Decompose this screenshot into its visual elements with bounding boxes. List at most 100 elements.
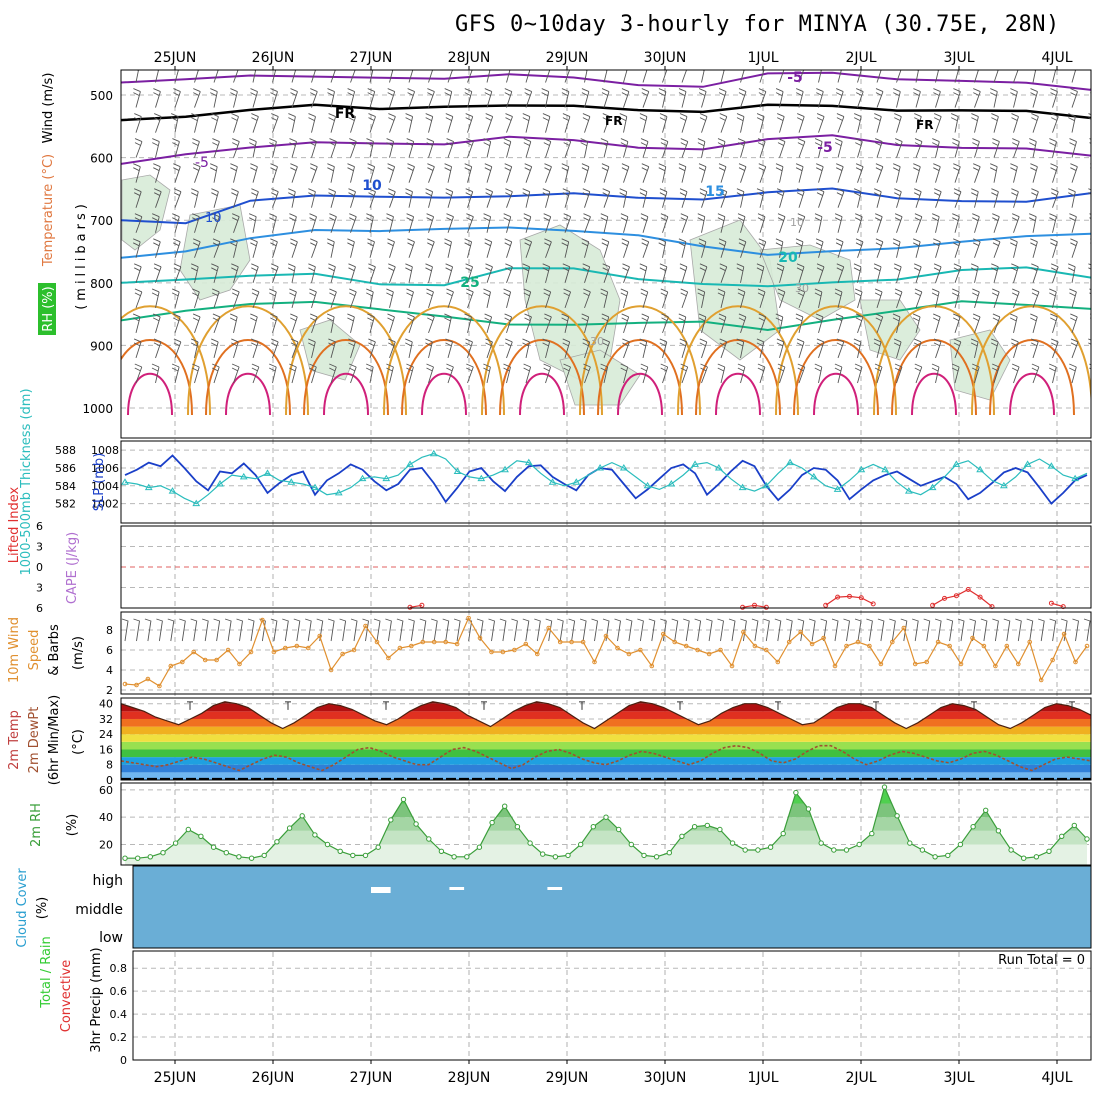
wind10m-point (363, 623, 368, 629)
wind10m-point (397, 645, 403, 651)
wind-barb (660, 288, 669, 308)
wind-barb (389, 70, 394, 83)
thickness-marker (952, 460, 961, 467)
wind-barb (1050, 263, 1059, 283)
rh2m-point (312, 832, 318, 838)
wind-barb (133, 163, 141, 183)
li-tick-label: 6 (36, 520, 43, 533)
wind-barb (505, 113, 513, 133)
wind-barb (757, 288, 766, 308)
wind-barb (541, 88, 550, 108)
wind-barb (642, 70, 648, 83)
precip-conv-label: Convective (59, 960, 74, 1033)
wind10m-point (672, 639, 678, 645)
wind-barb (991, 113, 999, 133)
wind-barb (894, 363, 903, 384)
wind-barb (874, 363, 883, 384)
surface-wind-barb (453, 618, 461, 642)
wind10m-point (958, 661, 964, 667)
rh2m-point (261, 852, 267, 859)
surface-wind-barb (831, 618, 839, 642)
wind-barb (464, 88, 473, 108)
wind-barb (1088, 188, 1091, 195)
surface-wind-barb (637, 618, 644, 642)
wind-barb (1051, 113, 1059, 133)
warm-contour (989, 339, 1075, 416)
wind-barb (327, 163, 335, 183)
rh2m-point (653, 854, 660, 860)
wind-barb (640, 138, 649, 158)
wind10m-point (626, 651, 632, 657)
wind-barb (639, 263, 648, 283)
surface-wind-barb (671, 618, 679, 642)
rh2m-point (552, 854, 559, 860)
warm-contour (891, 339, 977, 416)
wind-barb (875, 313, 884, 334)
pressure-tick-label: 700 (90, 214, 113, 228)
surface-wind-barb (923, 618, 931, 642)
wind10m-point (157, 683, 162, 689)
thickness-line (124, 453, 1088, 505)
warm-contour (481, 305, 603, 416)
surface-wind-barb (1015, 618, 1022, 642)
rh2m-point (945, 852, 951, 859)
wind-barb (211, 113, 219, 133)
wind-barb (152, 313, 161, 334)
wind-barb (954, 70, 959, 83)
wind-barb (795, 313, 804, 333)
surface-wind-barb (912, 618, 919, 642)
wind-barb (524, 88, 533, 108)
temp2m-panel (121, 701, 1091, 780)
wind-barb (855, 163, 864, 183)
wind10m-point (809, 641, 815, 647)
surface-wind-barb (522, 618, 530, 642)
rh2m-point (805, 806, 812, 812)
wind-barb (600, 288, 609, 308)
wind-barb (271, 113, 279, 133)
wind-barb (1030, 88, 1038, 108)
wind10m-point (924, 659, 930, 665)
wind-barb (952, 213, 960, 233)
wind-barb (289, 213, 297, 233)
wind-barb (583, 363, 591, 384)
contour-label: 10 (205, 211, 222, 226)
wind-barb (620, 213, 629, 233)
temp-band (121, 741, 1091, 750)
wind-barb (347, 313, 355, 333)
precip-tick-label: 0.6 (110, 985, 128, 998)
surface-wind-barb (705, 618, 713, 642)
thickness-marker (358, 474, 367, 482)
surface-wind-barb (557, 618, 564, 642)
surface-wind-barb (305, 618, 312, 642)
wind-barb (1088, 113, 1091, 120)
wind10m-point (386, 655, 391, 661)
rh2m-point (641, 852, 647, 859)
wind10m-point (374, 639, 380, 645)
wind10m-point (580, 639, 586, 645)
wind-barb (1068, 188, 1076, 208)
wind-barb (405, 113, 414, 133)
wind-barb (210, 338, 219, 359)
rh2m-point (1008, 847, 1014, 853)
wind-barb (250, 338, 259, 359)
wind-barb (855, 88, 864, 108)
pressure-tick-label: 800 (90, 277, 113, 291)
wind-barb (621, 313, 630, 334)
wind10m-point (798, 629, 804, 635)
panel-frame (120, 525, 1092, 609)
wind-barb (953, 263, 962, 283)
wind-barb (1089, 288, 1091, 295)
li-tick-label: 3 (36, 582, 43, 595)
thickness-marker (239, 472, 248, 480)
temp-band (121, 711, 1091, 719)
wind-barb (874, 213, 883, 233)
panel-frame (120, 69, 1092, 439)
wind-barb (563, 213, 572, 233)
wind-barb (1050, 338, 1059, 359)
temp-band (121, 749, 1091, 758)
wind-barb (386, 288, 394, 308)
rh2m-point (603, 814, 609, 820)
surface-wind-barb (946, 618, 954, 642)
slp-tick-label: 1002 (91, 498, 119, 511)
surface-wind-barb (934, 618, 942, 642)
